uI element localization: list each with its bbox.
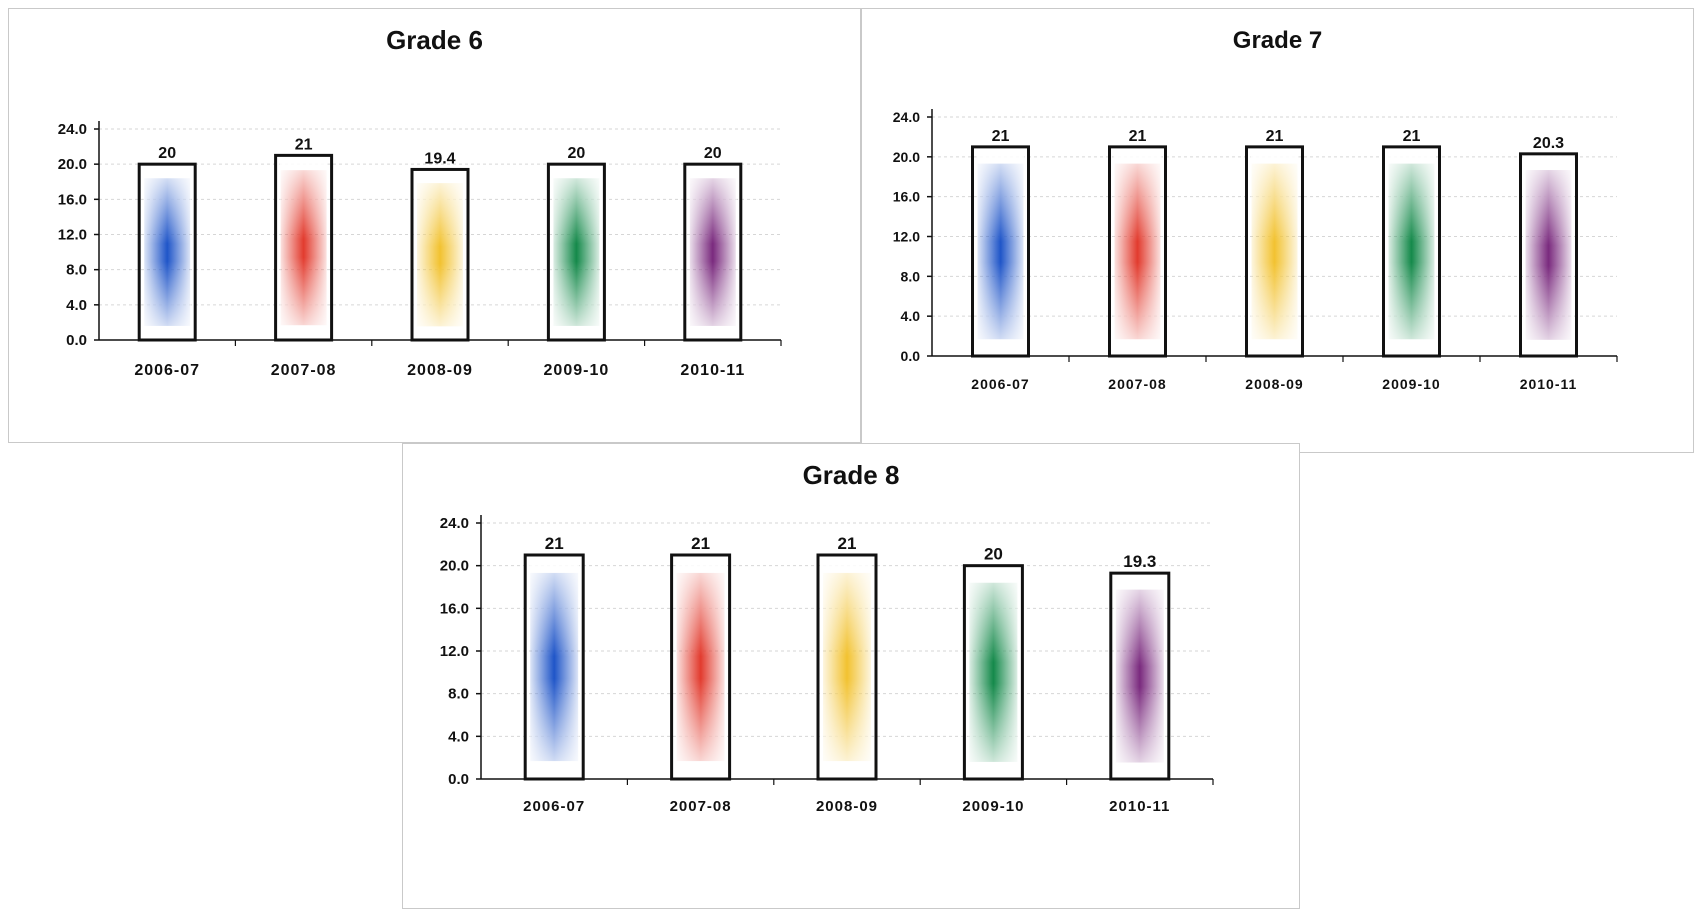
chart-title: Grade 7 — [1232, 27, 1323, 54]
bar-fade — [968, 567, 1019, 778]
bar — [1382, 145, 1441, 358]
data-label: 21 — [838, 534, 857, 553]
y-tick-label: 4.0 — [901, 308, 921, 324]
bar-fade — [822, 557, 872, 778]
y-tick-label: 4.0 — [66, 297, 87, 314]
bar-fade — [143, 166, 192, 339]
bar-chart-grade-8: 0.0 4.0 8.0 12.0 16.0 20.0 24.0 21 2006-07 21 2007… — [440, 515, 1214, 815]
bar-chart-grade-6: 0.0 4.0 8.0 12.0 16.0 20.0 24.0 20 2006-07 21 2007… — [58, 121, 782, 379]
data-label: 21 — [1266, 128, 1284, 145]
data-label: 20 — [568, 145, 586, 162]
y-tick-label: 24.0 — [440, 515, 469, 532]
bar — [1245, 145, 1304, 358]
x-tick-label: 2006-07 — [134, 362, 200, 379]
y-tick-label: 12.0 — [440, 643, 469, 660]
data-label: 20.3 — [1533, 135, 1564, 152]
y-tick-label: 16.0 — [440, 600, 469, 617]
data-label: 19.4 — [424, 150, 455, 167]
bar — [546, 162, 606, 342]
y-tick-label: 20.0 — [893, 149, 920, 165]
bar — [274, 153, 334, 342]
data-label: 20 — [158, 145, 176, 162]
y-tick-label: 12.0 — [893, 229, 920, 245]
x-tick-label: 2010-11 — [680, 362, 745, 379]
bar — [816, 553, 878, 781]
data-label: 20 — [704, 145, 722, 162]
chart-panel-grade-8: Grade 8 0.0 4.0 8.0 12.0 16.0 20.0 24.0 21 2006-… — [402, 443, 1300, 909]
bar — [1108, 145, 1167, 358]
chart-title: Grade 8 — [802, 460, 900, 490]
x-tick-label: 2010-11 — [1520, 376, 1578, 392]
data-label: 21 — [1403, 128, 1421, 145]
y-tick-label: 24.0 — [58, 121, 87, 138]
x-tick-label: 2008-09 — [407, 362, 473, 379]
bar-fade — [279, 157, 328, 339]
bar — [962, 564, 1024, 781]
bar-fade — [1250, 148, 1299, 355]
bar-fade — [552, 166, 601, 339]
y-tick-label: 4.0 — [448, 728, 469, 745]
y-tick-label: 16.0 — [893, 189, 920, 205]
data-label: 21 — [1129, 128, 1147, 145]
x-tick-label: 2009-10 — [962, 798, 1024, 815]
bar — [1109, 571, 1171, 781]
y-tick-label: 8.0 — [901, 268, 921, 284]
y-tick-label: 0.0 — [901, 348, 921, 364]
y-tick-label: 24.0 — [893, 109, 920, 125]
y-tick-label: 20.0 — [440, 558, 469, 575]
y-tick-label: 20.0 — [58, 156, 87, 173]
bar-fade — [688, 166, 737, 339]
bar — [523, 553, 585, 781]
data-label: 20 — [984, 545, 1003, 564]
bar-chart-grade-7: 0.0 4.0 8.0 12.0 16.0 20.0 24.0 21 2006-07 21 2007… — [893, 109, 1618, 392]
y-tick-label: 8.0 — [448, 686, 469, 703]
x-tick-label: 2009-10 — [1382, 376, 1440, 392]
bar-fade — [675, 557, 726, 778]
x-tick-label: 2008-09 — [816, 798, 878, 815]
data-label: 21 — [992, 128, 1010, 145]
bar — [137, 162, 197, 342]
y-tick-label: 0.0 — [66, 332, 87, 349]
bar-fade — [416, 171, 464, 339]
chart-panel-grade-7: Grade 7 0.0 4.0 8.0 12.0 16.0 20.0 24.0 21 2006-… — [861, 8, 1694, 453]
bar-fade — [529, 557, 580, 778]
y-tick-label: 8.0 — [66, 262, 87, 279]
data-label: 21 — [545, 534, 564, 553]
y-tick-label: 16.0 — [58, 191, 87, 208]
bar — [410, 167, 470, 342]
x-tick-label: 2007-08 — [670, 798, 732, 815]
x-tick-label: 2006-07 — [523, 798, 585, 815]
x-tick-label: 2007-08 — [1108, 376, 1166, 392]
x-tick-label: 2006-07 — [971, 376, 1029, 392]
bar-fade — [1114, 575, 1165, 778]
data-label: 21 — [295, 136, 313, 153]
bar — [670, 553, 732, 781]
x-tick-label: 2009-10 — [544, 362, 610, 379]
y-tick-label: 12.0 — [58, 227, 87, 244]
data-label: 19.3 — [1123, 552, 1156, 571]
bar — [971, 145, 1030, 358]
y-tick-label: 0.0 — [448, 771, 469, 788]
bar — [683, 162, 743, 342]
x-tick-label: 2010-11 — [1109, 798, 1170, 815]
bar-fade — [1113, 148, 1162, 355]
x-tick-label: 2008-09 — [1245, 376, 1303, 392]
x-tick-label: 2007-08 — [271, 362, 337, 379]
chart-title: Grade 6 — [386, 25, 483, 55]
bar-fade — [1387, 148, 1436, 355]
data-label: 21 — [691, 534, 710, 553]
bar — [1519, 152, 1578, 358]
chart-panel-grade-6: Grade 6 0.0 4.0 8.0 12.0 16.0 20.0 24.0 20 2006-… — [8, 8, 861, 443]
bar-fade — [976, 148, 1025, 355]
bar-fade — [1524, 155, 1573, 355]
